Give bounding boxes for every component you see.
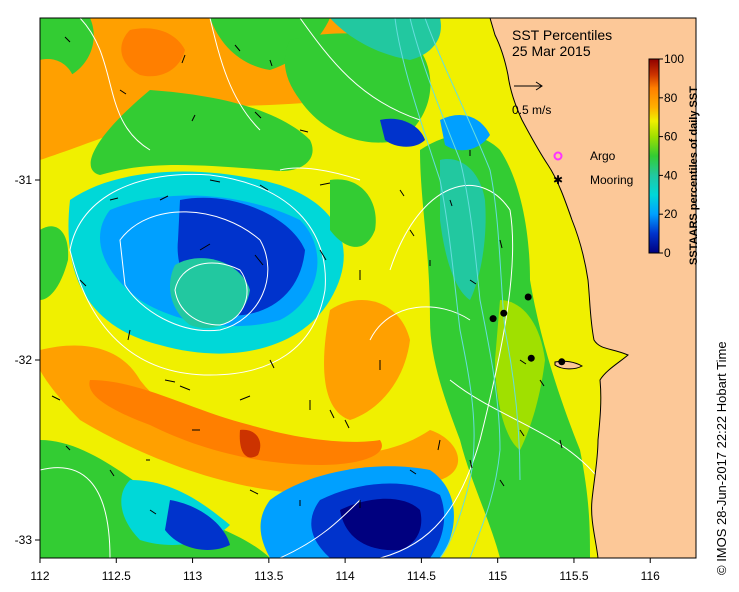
marker-legend: Argo ✱ Mooring	[553, 149, 633, 187]
y-axis: -31 -32 -33	[15, 173, 40, 547]
y-tick-label: -31	[15, 173, 33, 187]
vector-scale-label: 0.5 m/s	[512, 103, 551, 117]
x-tick-label: 113.5	[254, 569, 283, 583]
x-tick-label: 112	[30, 569, 49, 583]
vector-scale: 0.5 m/s	[512, 81, 551, 117]
arrow-head-icon	[535, 81, 543, 91]
argo-marker-icon	[553, 151, 563, 161]
colorbar-tick-label: 0	[664, 246, 671, 260]
mooring-marker-icon: ✱	[553, 173, 563, 187]
colorbar-tick-label: 20	[664, 207, 678, 221]
bathymetry-contours	[394, 18, 521, 558]
x-axis: 112 112.5 113 113.5 114 114.5 115 115.5 116	[30, 558, 660, 583]
x-tick-label: 115	[488, 569, 507, 583]
mooring-markers	[489, 293, 566, 366]
x-tick-label: 113	[183, 569, 202, 583]
colorbar-ticks: 0 20 40 60 80 100	[659, 52, 684, 260]
x-tick-label: 116	[641, 569, 660, 583]
land	[489, 17, 697, 559]
colorbar-tick-label: 40	[664, 168, 678, 182]
credit-text: © IMOS 28-Jun-2017 22:22 Hobart Time	[714, 341, 729, 575]
x-tick-label: 114.5	[407, 569, 436, 583]
x-tick-label: 112.5	[102, 569, 131, 583]
mooring-label: Mooring	[590, 173, 633, 187]
colorbar-tick-label: 80	[664, 91, 678, 105]
mooring-marker	[500, 309, 508, 317]
x-tick-label: 114	[336, 569, 355, 583]
x-tick-label: 115.5	[559, 569, 588, 583]
mooring-marker	[527, 354, 535, 362]
argo-label: Argo	[590, 149, 616, 163]
map-title: SST Percentiles	[512, 27, 612, 43]
plot-frame	[39, 17, 697, 559]
y-tick-label: -33	[15, 533, 33, 547]
colorbar-tick-label: 60	[664, 130, 678, 144]
colorbar-ramp	[648, 58, 660, 254]
colorbar-label: SSTAARS percentiles of daily SST	[688, 86, 700, 265]
colorbar: 0 20 40 60 80 100 SSTAARS percentiles of dail…	[648, 52, 700, 265]
map-date: 25 Mar 2015	[512, 43, 591, 59]
colorbar-tick-label: 100	[664, 52, 684, 66]
y-tick-label: -32	[15, 353, 33, 367]
land-polygon	[489, 17, 697, 559]
mooring-marker	[489, 315, 497, 323]
mooring-marker	[524, 293, 532, 301]
mooring-marker	[558, 358, 566, 366]
current-vectors	[51, 36, 563, 515]
ssh-contours	[40, 18, 601, 558]
